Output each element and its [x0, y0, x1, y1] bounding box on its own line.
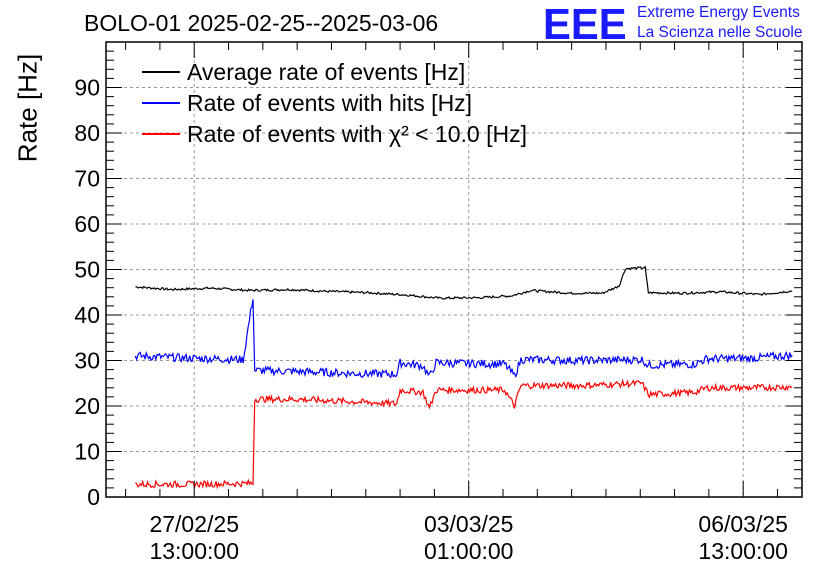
x-tick-label-date: 27/02/25 [149, 511, 239, 537]
logo-caption-line1: Extreme Energy Events [637, 4, 800, 21]
x-tick-label-date: 03/03/25 [424, 511, 514, 537]
axes: 010203040506070809027/02/2513:00:0003/03… [74, 42, 802, 564]
series-layer [134, 265, 793, 490]
legend-label-1: Average rate of events [Hz] [187, 59, 465, 85]
legend-label-2: Rate of events with hits [Hz] [187, 90, 472, 116]
series-line-2 [134, 299, 793, 379]
x-tick-label-time: 01:00:00 [424, 538, 514, 564]
y-tick-label: 30 [74, 348, 100, 374]
y-tick-label: 10 [74, 439, 100, 465]
y-axis-label: Rate [Hz] [12, 53, 43, 163]
y-tick-label: 0 [87, 484, 100, 510]
legend-label-3: Rate of events with χ² < 10.0 [Hz] [187, 121, 527, 147]
y-tick-label: 20 [74, 393, 100, 419]
y-tick-label: 80 [74, 120, 100, 146]
grid-lines [106, 42, 802, 497]
x-tick-label-time: 13:00:00 [698, 538, 788, 564]
x-tick-label-date: 06/03/25 [698, 511, 788, 537]
logo-caption-line2: La Scienza nelle Scuole [637, 24, 803, 41]
chart-title: BOLO-01 2025-02-25--2025-03-06 [84, 10, 439, 36]
legend: Average rate of events [Hz] Rate of event… [142, 59, 527, 147]
y-tick-label: 90 [74, 75, 100, 101]
y-tick-label: 60 [74, 211, 100, 237]
series-line-3 [134, 378, 793, 490]
y-tick-label: 50 [74, 257, 100, 283]
logo-caption: Extreme Energy Events La Scienza nelle S… [637, 3, 802, 43]
y-tick-label: 40 [74, 302, 100, 328]
x-tick-label-time: 13:00:00 [149, 538, 239, 564]
series-line-1 [135, 265, 793, 300]
eee-logo: EEE [543, 0, 627, 49]
y-tick-label: 70 [74, 166, 100, 192]
